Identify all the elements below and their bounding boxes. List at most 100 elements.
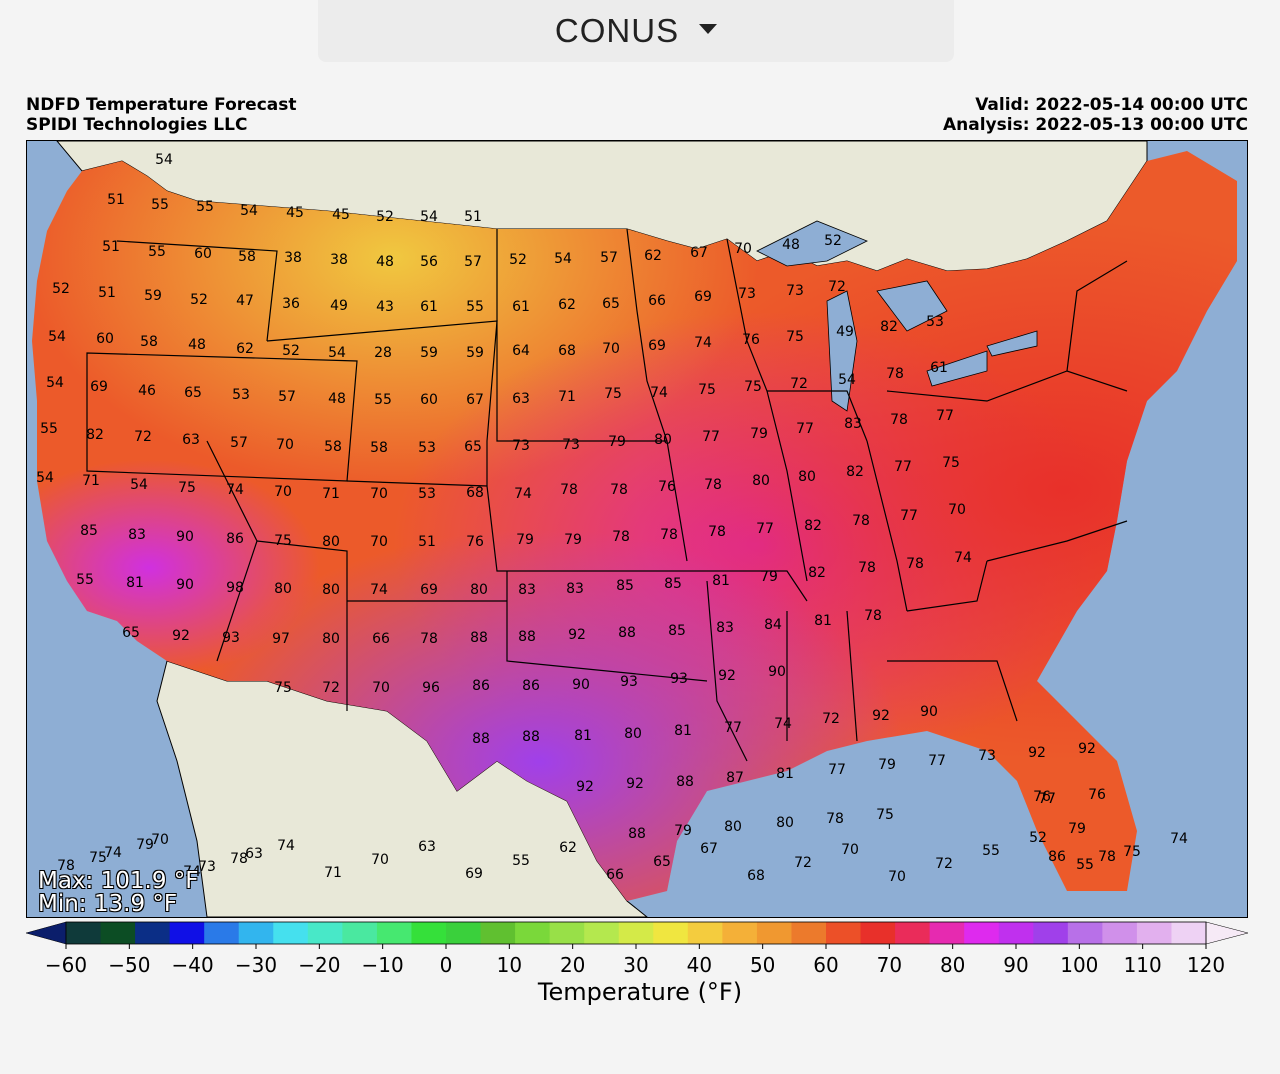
- colorbar-cell: [100, 922, 136, 944]
- station-value: 88: [628, 826, 646, 842]
- station-value: 93: [620, 674, 638, 690]
- station-value: 77: [756, 521, 774, 537]
- station-value: 96: [422, 680, 440, 696]
- station-value: 85: [668, 623, 686, 639]
- analysis-time: Analysis: 2022-05-13 00:00 UTC: [943, 115, 1248, 135]
- station-value: 49: [836, 324, 854, 340]
- colorbar-cell: [998, 922, 1034, 944]
- map-provider: SPIDI Technologies LLC: [26, 115, 248, 135]
- station-value: 74: [694, 335, 712, 351]
- station-value: 92: [576, 779, 594, 795]
- station-value: 78: [420, 631, 438, 647]
- colorbar-ticks: −60 −50 −40 −30 −20 −10 0 10 20 30 40 50 60 70 80 90 100…: [45, 944, 1225, 977]
- station-value: 85: [616, 578, 634, 594]
- colorbar-cell: [895, 922, 931, 944]
- station-value: 77: [796, 421, 814, 437]
- colorbar-cell: [1067, 922, 1103, 944]
- station-value: 49: [330, 298, 348, 314]
- station-value: 82: [880, 319, 898, 335]
- station-value: 75: [274, 680, 292, 696]
- station-value: 74: [514, 486, 532, 502]
- station-value: 68: [558, 343, 576, 359]
- station-value: 74: [954, 550, 972, 566]
- station-value: 70: [276, 437, 294, 453]
- station-value: 55: [196, 199, 214, 215]
- station-value: 77: [936, 408, 954, 424]
- colorbar-tick-label: 50: [750, 953, 775, 977]
- colorbar: −60 −50 −40 −30 −20 −10 0 10 20 30 40 50 60 70 80 90 100…: [25, 921, 1249, 977]
- colorbar-cell: [411, 922, 447, 944]
- station-value: 75: [698, 382, 716, 398]
- station-value: 57: [464, 254, 482, 270]
- station-value: 78: [57, 858, 75, 874]
- station-value: 52: [376, 209, 394, 225]
- station-value: 52: [824, 233, 842, 249]
- station-value: 74: [650, 385, 668, 401]
- region-selector[interactable]: CONUS: [318, 0, 954, 62]
- colorbar-tick-label: −60: [45, 953, 87, 977]
- colorbar-cell: [342, 922, 378, 944]
- colorbar-cell: [1033, 922, 1069, 944]
- station-value: 78: [826, 811, 844, 827]
- station-value: 75: [942, 455, 960, 471]
- station-value: 59: [466, 345, 484, 361]
- station-value: 51: [418, 534, 436, 550]
- station-value: 80: [724, 819, 742, 835]
- station-value: 72: [322, 680, 340, 696]
- map-title: NDFD Temperature Forecast: [26, 95, 297, 115]
- min-temp: Min: 13.9 °F: [38, 891, 178, 917]
- station-value: 78: [660, 527, 678, 543]
- station-value: 86: [522, 678, 540, 694]
- station-value: 85: [664, 576, 682, 592]
- station-value: 78: [708, 524, 726, 540]
- station-value: 77: [1038, 791, 1056, 807]
- station-value: 83: [518, 582, 536, 598]
- map-header-left: NDFD Temperature Forecast SPIDI Technolo…: [26, 95, 297, 135]
- station-value: 80: [776, 815, 794, 831]
- colorbar-tick-label: −10: [362, 953, 404, 977]
- colorbar-tick-label: 70: [877, 953, 902, 977]
- station-value: 80: [624, 726, 642, 742]
- station-value: 75: [604, 386, 622, 402]
- station-value: 76: [466, 534, 484, 550]
- station-value: 47: [236, 293, 254, 309]
- station-value: 55: [374, 392, 392, 408]
- station-value: 88: [470, 630, 488, 646]
- station-value: 57: [278, 389, 296, 405]
- station-value: 68: [466, 485, 484, 501]
- station-value: 65: [122, 625, 140, 641]
- station-value: 92: [1078, 741, 1096, 757]
- station-value: 72: [794, 855, 812, 871]
- station-value: 79: [674, 823, 692, 839]
- station-value: 78: [906, 556, 924, 572]
- colorbar-max-arrow: [1205, 921, 1249, 945]
- station-value: 88: [522, 729, 540, 745]
- station-value: 76: [1033, 789, 1051, 805]
- temperature-map[interactable]: 54 51 55 55 54 45 45 52 54 51 51 55 60 58 38 38 48 56 57 52…: [26, 140, 1248, 918]
- station-value: 59: [144, 288, 162, 304]
- map-canvas: 54 51 55 55 54 45 45 52 54 51 51 55 60 58 38 38 48 56 57 52…: [27, 141, 1247, 917]
- station-value: 67: [690, 245, 708, 261]
- station-value: 65: [464, 439, 482, 455]
- station-value: 71: [82, 473, 100, 489]
- station-value: 79: [564, 532, 582, 548]
- station-value: 92: [172, 628, 190, 644]
- colorbar-cells: [25, 921, 1249, 945]
- station-value: 52: [282, 343, 300, 359]
- colorbar-tick-label: 40: [687, 953, 712, 977]
- station-value: 75: [1123, 844, 1141, 860]
- station-value: 86: [1048, 849, 1066, 865]
- station-value: 92: [718, 668, 736, 684]
- station-value: 78: [864, 608, 882, 624]
- station-value: 62: [644, 248, 662, 264]
- station-value: 69: [694, 289, 712, 305]
- station-value: 72: [822, 711, 840, 727]
- colorbar-tick-label: 60: [813, 953, 838, 977]
- station-value: 70: [370, 486, 388, 502]
- station-value: 62: [558, 297, 576, 313]
- station-value: 79: [750, 426, 768, 442]
- station-value: 82: [804, 518, 822, 534]
- station-value: 80: [322, 534, 340, 550]
- station-value: 87: [726, 770, 744, 786]
- station-value: 78: [886, 366, 904, 382]
